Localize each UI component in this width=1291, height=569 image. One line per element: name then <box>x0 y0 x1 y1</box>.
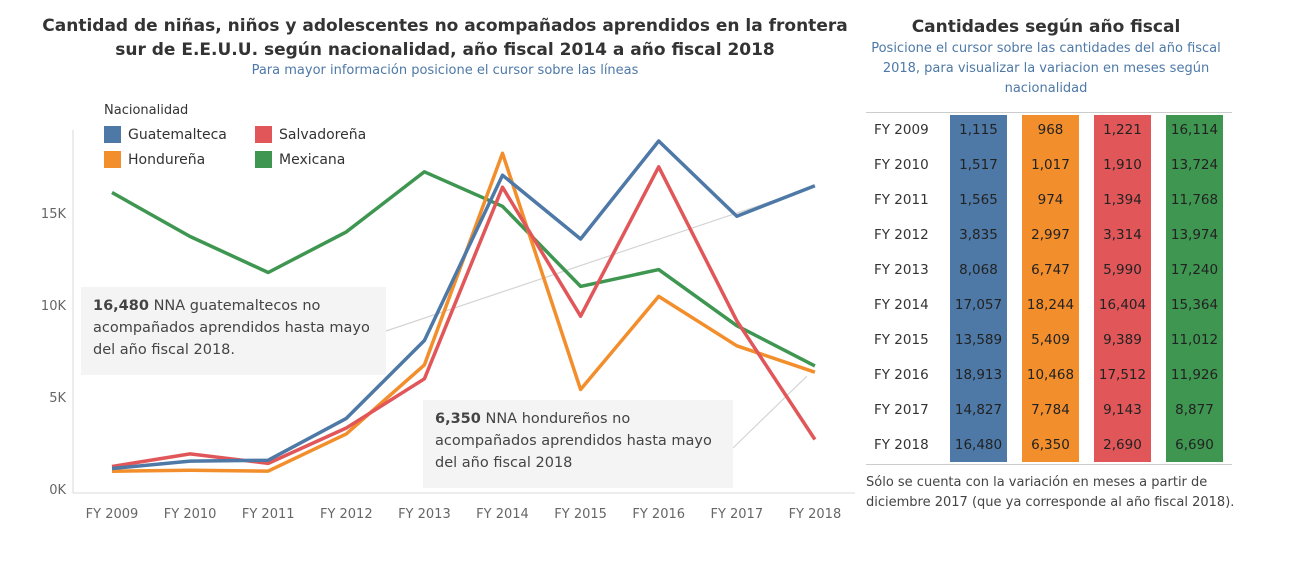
footnote: Sólo se cuenta con la variación en meses… <box>866 475 1235 510</box>
table-cell-salvadorena[interactable]: 3,314 <box>1103 227 1142 243</box>
table-cell-guatemalteca[interactable]: 18,913 <box>954 367 1003 383</box>
table-cell-mexicana[interactable]: 13,974 <box>1170 227 1219 243</box>
table-cell-guatemalteca[interactable]: 3,835 <box>959 227 998 243</box>
table-cell-mexicana[interactable]: 16,114 <box>1170 122 1219 138</box>
right-panel-title: Cantidades según año fiscal <box>911 17 1181 37</box>
fiscal-year-table: FY 2009 1,115 968 1,221 16,114 FY 2010 1,517 1,… <box>866 112 1232 465</box>
table-row-label: FY 2010 <box>874 157 929 173</box>
legend-label-salvadorena: Salvadoreña <box>279 126 367 143</box>
legend-item-mexicana[interactable]: Mexicana <box>255 151 345 168</box>
table-cell-mexicana[interactable]: 13,724 <box>1170 157 1219 173</box>
table-column-hondurena <box>1022 115 1079 462</box>
annotation-guatemala-value: 16,480 <box>93 298 149 314</box>
table-cell-hondurena[interactable]: 7,784 <box>1031 402 1070 418</box>
y-tick-label: 15K <box>41 207 67 222</box>
table-cell-salvadorena[interactable]: 5,990 <box>1103 262 1142 278</box>
annotation-guatemala: 16,480 NNA guatemaltecos no acompañados … <box>81 287 386 375</box>
table-cell-mexicana[interactable]: 8,877 <box>1175 402 1214 418</box>
table-cell-mexicana[interactable]: 11,768 <box>1170 192 1219 208</box>
table-column-mexicana <box>1166 115 1223 462</box>
chart-title: Cantidad de niñas, niños y adolescentes … <box>42 16 848 60</box>
legend-swatch-guatemalteca <box>104 126 121 143</box>
x-tick-label: FY 2010 <box>164 507 217 522</box>
x-tick-label: FY 2017 <box>710 507 763 522</box>
table-row-label: FY 2011 <box>874 192 929 208</box>
table-cell-mexicana[interactable]: 11,926 <box>1170 367 1219 383</box>
annotation-guatemala-text: NNA guatemaltecos no acompañados aprendi… <box>93 298 370 358</box>
table-cell-hondurena[interactable]: 10,468 <box>1026 367 1075 383</box>
table-cell-guatemalteca[interactable]: 8,068 <box>959 262 998 278</box>
table-column-guatemalteca <box>950 115 1007 462</box>
table-cell-salvadorena[interactable]: 17,512 <box>1098 367 1147 383</box>
x-tick-label: FY 2018 <box>789 507 842 522</box>
table-cell-salvadorena[interactable]: 9,389 <box>1103 332 1142 348</box>
annotation-honduras-text: NNA hondureños no acompañados aprendidos… <box>435 411 712 471</box>
table-row-label: FY 2015 <box>874 332 929 348</box>
legend-swatch-mexicana <box>255 151 272 168</box>
y-tick-label: 5K <box>49 391 66 406</box>
legend-label-mexicana: Mexicana <box>279 151 346 168</box>
table-cell-guatemalteca[interactable]: 1,517 <box>959 157 998 173</box>
annotation-honduras: 6,350 NNA hondureños no acompañados apre… <box>423 400 733 488</box>
table-cell-salvadorena[interactable]: 2,690 <box>1103 437 1142 453</box>
table-cell-guatemalteca[interactable]: 13,589 <box>954 332 1003 348</box>
x-tick-label: FY 2014 <box>476 507 529 522</box>
x-tick-label: FY 2012 <box>320 507 373 522</box>
legend-swatch-hondurena <box>104 151 121 168</box>
x-tick-label: FY 2016 <box>632 507 685 522</box>
table-cell-salvadorena[interactable]: 1,910 <box>1103 157 1142 173</box>
series-line-salvadoreña[interactable] <box>111 165 817 469</box>
table-column-salvadorena <box>1094 115 1151 462</box>
table-row-label: FY 2017 <box>874 402 929 418</box>
table-cell-mexicana[interactable]: 6,690 <box>1175 437 1214 453</box>
annotation-connector-honduras <box>732 375 808 449</box>
y-tick-label: 0K <box>49 483 66 498</box>
table-cell-hondurena[interactable]: 1,017 <box>1031 157 1070 173</box>
series-line-guatemalteca[interactable] <box>111 139 816 471</box>
table-row-label: FY 2013 <box>874 262 929 278</box>
series-line-mexicana[interactable] <box>111 170 816 368</box>
annotation-connector-guatemala <box>385 187 813 332</box>
y-tick-label: 10K <box>41 299 67 314</box>
legend-item-hondurena[interactable]: Hondureña <box>104 151 205 168</box>
x-tick-label: FY 2013 <box>398 507 451 522</box>
table-cell-guatemalteca[interactable]: 1,115 <box>959 122 998 138</box>
line-chart[interactable]: 0K 5K 10K 15K FY 2009 FY 2010 FY 2011 FY 2012 FY… <box>0 0 860 569</box>
table-cell-hondurena[interactable]: 6,350 <box>1031 437 1070 453</box>
table-cell-hondurena[interactable]: 5,409 <box>1031 332 1070 348</box>
table-cell-mexicana[interactable]: 17,240 <box>1170 262 1219 278</box>
table-cell-salvadorena[interactable]: 1,394 <box>1103 192 1142 208</box>
table-cell-guatemalteca[interactable]: 14,827 <box>954 402 1003 418</box>
chart-subtitle: Para mayor información posicione el curs… <box>251 63 639 78</box>
table-cell-salvadorena[interactable]: 16,404 <box>1098 297 1147 313</box>
table-cell-hondurena[interactable]: 6,747 <box>1031 262 1070 278</box>
legend-item-salvadorena[interactable]: Salvadoreña <box>255 126 366 143</box>
x-tick-label: FY 2011 <box>242 507 295 522</box>
x-tick-label: FY 2015 <box>554 507 607 522</box>
table-row-label: FY 2012 <box>874 227 929 243</box>
x-tick-label: FY 2009 <box>86 507 139 522</box>
table-cell-guatemalteca[interactable]: 1,565 <box>959 192 998 208</box>
annotation-honduras-value: 6,350 <box>435 411 481 427</box>
table-cell-guatemalteca[interactable]: 17,057 <box>954 297 1003 313</box>
legend-item-guatemalteca[interactable]: Guatemalteca <box>104 126 227 143</box>
legend-swatch-salvadorena <box>255 126 272 143</box>
right-panel-subtitle: Posicione el cursor sobre las cantidades… <box>871 41 1221 96</box>
table-cell-guatemalteca[interactable]: 16,480 <box>954 437 1003 453</box>
table-cell-hondurena[interactable]: 974 <box>1037 192 1064 208</box>
table-cell-mexicana[interactable]: 11,012 <box>1170 332 1219 348</box>
table-cell-hondurena[interactable]: 968 <box>1037 122 1064 138</box>
legend-label-guatemalteca: Guatemalteca <box>128 126 227 143</box>
legend-title: Nacionalidad <box>104 103 189 118</box>
table-cell-mexicana[interactable]: 15,364 <box>1170 297 1219 313</box>
table-row-label: FY 2018 <box>874 437 929 453</box>
table-row-label: FY 2014 <box>874 297 929 313</box>
table-cell-salvadorena[interactable]: 1,221 <box>1103 122 1142 138</box>
table-cell-hondurena[interactable]: 18,244 <box>1026 297 1075 313</box>
table-row-label: FY 2016 <box>874 367 929 383</box>
legend-label-hondurena: Hondureña <box>128 151 206 168</box>
table-cell-salvadorena[interactable]: 9,143 <box>1103 402 1142 418</box>
table-row-label: FY 2009 <box>874 122 929 138</box>
table-cell-hondurena[interactable]: 2,997 <box>1031 227 1070 243</box>
